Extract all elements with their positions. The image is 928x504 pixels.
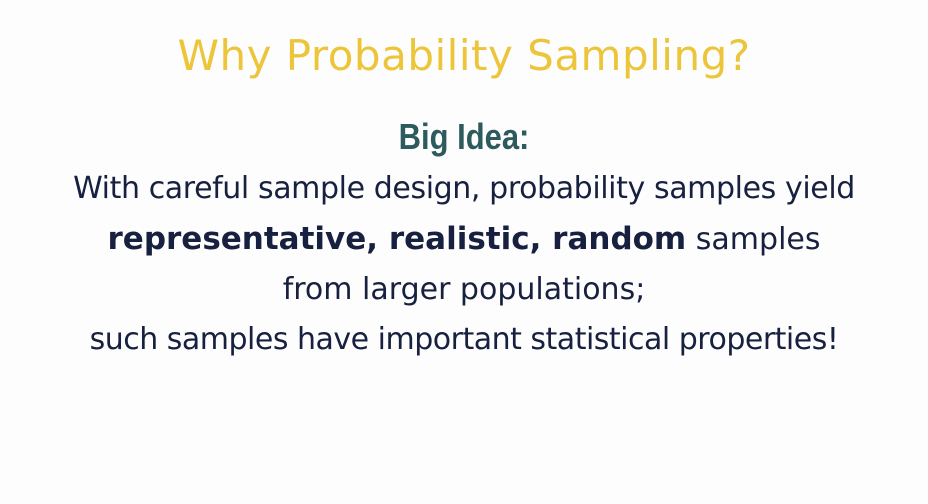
slide-title: Why Probability Sampling? <box>177 31 751 80</box>
slide-body: With careful sample design, probability … <box>0 164 928 365</box>
body-line-2: representative, realistic, random sample… <box>0 214 928 265</box>
body-emphasis: representative, realistic, random <box>107 221 687 257</box>
body-line-1: With careful sample design, probability … <box>73 171 855 206</box>
big-idea-heading: Big Idea: <box>398 116 530 157</box>
body-line-2-rest: samples <box>686 222 821 257</box>
body-line-3: from larger populations; <box>282 272 646 307</box>
body-line-4: such samples have important statistical … <box>89 322 839 357</box>
